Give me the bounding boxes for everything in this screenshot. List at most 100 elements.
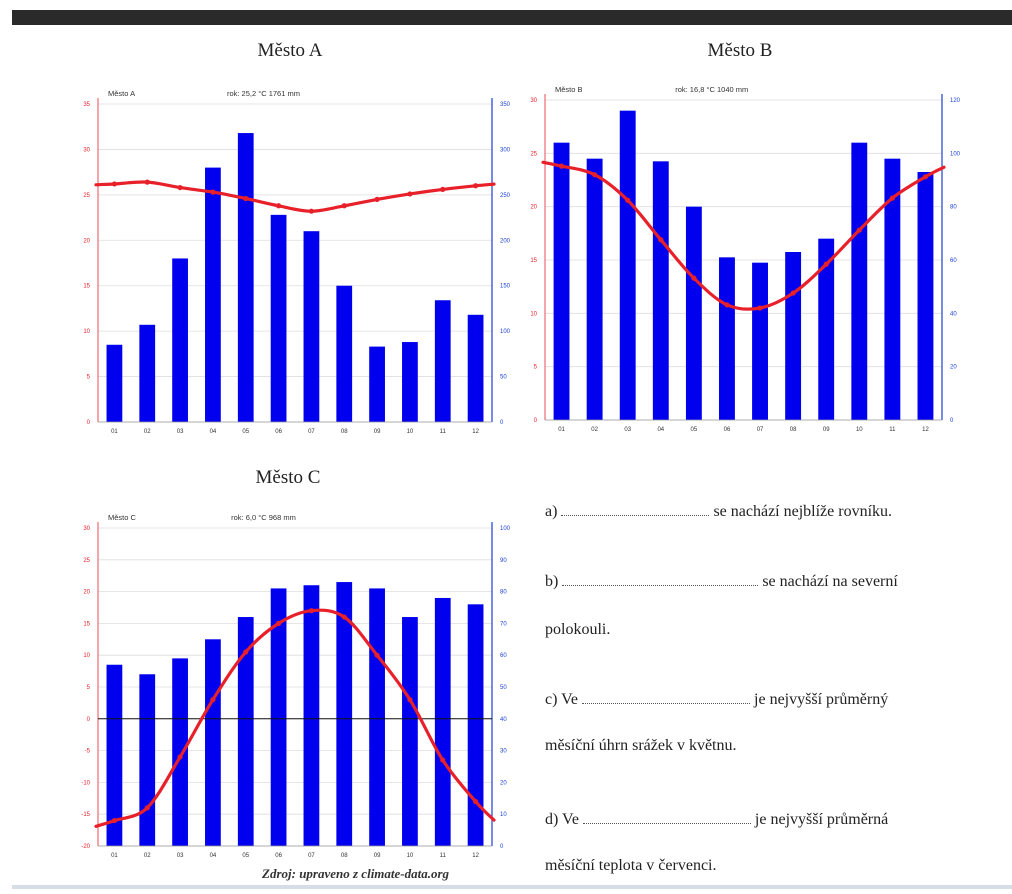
x-tick-label: 12 bbox=[922, 427, 929, 433]
temperature-point bbox=[823, 261, 829, 267]
answer-blank-c[interactable] bbox=[582, 691, 751, 704]
temperature-point bbox=[308, 608, 315, 614]
temperature-point bbox=[111, 817, 118, 824]
x-tick-label: 09 bbox=[823, 427, 830, 433]
left-axis-tick-label: 30 bbox=[83, 147, 90, 153]
question-d-label: d) Ve bbox=[545, 811, 579, 828]
precip-bar bbox=[369, 346, 385, 422]
chart-a: 05101520253035050100150200250300350Město… bbox=[83, 89, 511, 435]
right-axis-tick-label: 120 bbox=[950, 98, 961, 104]
left-axis-tick-label: -5 bbox=[85, 749, 91, 755]
temperature-point bbox=[625, 197, 631, 203]
temperature-point bbox=[440, 186, 446, 193]
left-axis-tick-label: 10 bbox=[530, 311, 537, 317]
left-axis-tick-label: 0 bbox=[87, 420, 91, 426]
question-d-text: je nejvyšší průměrná bbox=[754, 811, 889, 828]
temperature-point bbox=[374, 652, 380, 658]
right-axis-tick-label: 40 bbox=[500, 717, 507, 723]
temperature-point bbox=[757, 305, 763, 311]
right-axis-tick-label: 100 bbox=[500, 526, 511, 532]
left-axis-tick-label: 35 bbox=[83, 102, 90, 108]
chart-a-title: Město A bbox=[257, 40, 323, 61]
question-b-text: se nachází na severní bbox=[762, 573, 898, 590]
temperature-point bbox=[374, 196, 380, 202]
question-a-label: a) bbox=[545, 503, 558, 520]
left-axis-tick-label: 15 bbox=[530, 258, 537, 264]
temperature-point bbox=[724, 302, 730, 308]
chart-subtitle-left: Město B bbox=[555, 85, 583, 94]
precip-bar bbox=[303, 231, 320, 422]
precip-bar bbox=[270, 588, 287, 846]
x-tick-label: 10 bbox=[407, 853, 414, 859]
answer-blank-b[interactable] bbox=[562, 573, 759, 586]
right-axis-tick-label: 300 bbox=[500, 147, 511, 153]
precip-bar bbox=[402, 342, 418, 422]
temperature-point bbox=[691, 275, 697, 281]
temperature-line bbox=[94, 608, 496, 828]
temperature-point bbox=[341, 614, 347, 620]
right-axis-tick-label: 20 bbox=[950, 365, 957, 371]
precip-bar bbox=[205, 639, 221, 846]
left-axis-tick-label: 25 bbox=[83, 193, 90, 199]
right-axis-tick-label: 20 bbox=[500, 780, 507, 786]
x-tick-label: 03 bbox=[177, 853, 184, 859]
x-tick-label: 06 bbox=[724, 427, 731, 433]
precip-bar bbox=[402, 617, 418, 846]
precip-bar bbox=[237, 617, 254, 846]
question-d-continuation: měsíční teplota v červenci. bbox=[545, 857, 717, 874]
answer-blank-a[interactable] bbox=[561, 503, 710, 516]
precip-bar bbox=[336, 285, 353, 422]
chart-subtitle-center: rok: 6,0 °C 968 mm bbox=[231, 513, 296, 522]
left-axis-tick-label: 0 bbox=[87, 717, 91, 723]
x-tick-label: 02 bbox=[144, 429, 151, 435]
temperature-point bbox=[275, 203, 282, 209]
precip-bar bbox=[917, 172, 934, 420]
right-axis-tick-label: 350 bbox=[500, 102, 511, 108]
chart-c-title: Město C bbox=[255, 467, 321, 488]
temperature-point bbox=[856, 227, 862, 233]
x-tick-label: 09 bbox=[374, 853, 381, 859]
temperature-point bbox=[922, 174, 929, 180]
x-tick-label: 11 bbox=[440, 853, 447, 859]
left-axis-tick-label: 5 bbox=[87, 685, 91, 691]
right-axis-tick-label: 250 bbox=[500, 193, 511, 199]
left-axis-tick-label: -20 bbox=[81, 844, 90, 850]
x-tick-label: 05 bbox=[242, 853, 249, 859]
question-a: a) se nachází nejblíže rovníku. bbox=[545, 499, 892, 525]
x-tick-label: 01 bbox=[111, 429, 118, 435]
left-axis-tick-label: 20 bbox=[83, 590, 90, 596]
question-a-text: se nachází nejblíže rovníku. bbox=[713, 503, 893, 520]
left-axis-tick-label: 25 bbox=[83, 558, 90, 564]
temperature-point bbox=[210, 697, 216, 703]
right-axis-tick-label: 60 bbox=[500, 653, 507, 659]
left-axis-tick-label: 15 bbox=[83, 284, 90, 290]
chart-subtitle-left: Město A bbox=[108, 89, 135, 98]
question-b-continuation: polokouli. bbox=[545, 621, 611, 638]
source-note: Zdroj: upraveno z climate-data.org bbox=[262, 866, 450, 881]
temperature-point bbox=[790, 290, 796, 296]
precip-bar bbox=[652, 161, 669, 420]
x-tick-label: 04 bbox=[210, 853, 217, 859]
precip-bar bbox=[434, 597, 451, 846]
answer-blank-d[interactable] bbox=[582, 811, 751, 824]
chart-c: -20-15-10-505101520253001020304050607080… bbox=[81, 513, 511, 859]
x-tick-label: 04 bbox=[210, 429, 217, 435]
temperature-point bbox=[472, 183, 479, 189]
temperature-point bbox=[243, 195, 249, 202]
chart-b-title: Město B bbox=[707, 40, 773, 61]
precip-bar bbox=[336, 582, 353, 846]
x-tick-label: 07 bbox=[308, 429, 315, 435]
x-tick-label: 10 bbox=[856, 427, 863, 433]
left-axis-tick-label: 10 bbox=[83, 329, 90, 335]
chart-subtitle-center: rok: 25,2 °C 1761 mm bbox=[227, 89, 300, 98]
question-c-label: c) Ve bbox=[545, 691, 579, 708]
right-axis-tick-label: 10 bbox=[500, 812, 507, 818]
x-tick-label: 08 bbox=[790, 427, 797, 433]
left-axis-tick-label: 20 bbox=[530, 205, 537, 211]
left-axis-tick-label: 30 bbox=[530, 98, 537, 104]
precip-bar bbox=[467, 314, 484, 422]
x-tick-label: 01 bbox=[111, 853, 118, 859]
temperature-point bbox=[440, 757, 446, 763]
right-axis-tick-label: 50 bbox=[500, 375, 507, 381]
